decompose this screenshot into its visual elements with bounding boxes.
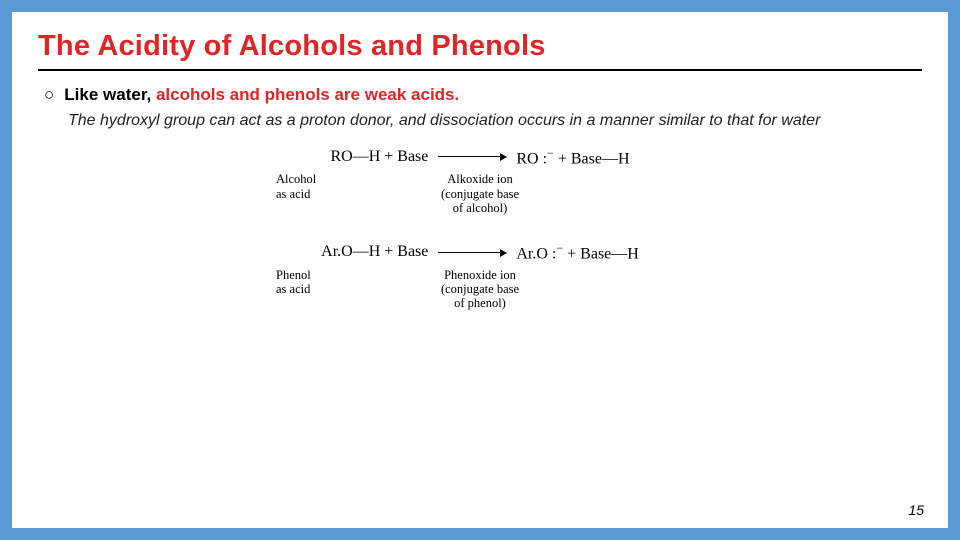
equations-area: RO—H + Base RO :− + Base—H Alcohol as ac… [38,146,922,311]
equation-line: Ar.O—H + Base Ar.O :− + Base—H [260,241,700,263]
arrow-icon [438,252,506,253]
eq-right: RO :− + Base—H [516,146,629,168]
page-number: 15 [908,502,924,518]
label-left: Alcohol as acid [260,172,410,215]
arrow-icon [438,156,506,157]
eq-left: RO—H + Base [330,148,428,166]
bullet-highlight: alcohols and phenols are weak acids. [156,85,459,104]
equation-labels: Alcohol as acid Alkoxide ion (conjugate … [260,172,700,215]
eq-left: Ar.O—H + Base [321,243,428,261]
equation-alcohol: RO—H + Base RO :− + Base—H Alcohol as ac… [260,146,700,215]
bullet-lead: Like water, [64,85,156,104]
equation-line: RO—H + Base RO :− + Base—H [260,146,700,168]
label-right [550,268,700,311]
label-mid: Phenoxide ion (conjugate base of phenol) [410,268,550,311]
bullet-text: Like water, alcohols and phenols are wea… [64,85,459,105]
label-right [550,172,700,215]
slide-title: The Acidity of Alcohols and Phenols [38,30,922,71]
subtext: The hydroxyl group can act as a proton d… [68,111,922,132]
label-left: Phenol as acid [260,268,410,311]
slide: The Acidity of Alcohols and Phenols ○ Li… [0,0,960,540]
label-mid: Alkoxide ion (conjugate base of alcohol) [410,172,550,215]
bullet-marker: ○ [44,85,54,105]
equation-phenol: Ar.O—H + Base Ar.O :− + Base—H Phenol as… [260,241,700,310]
eq-right: Ar.O :− + Base—H [516,241,638,263]
bullet-row: ○ Like water, alcohols and phenols are w… [44,85,922,105]
equation-labels: Phenol as acid Phenoxide ion (conjugate … [260,268,700,311]
